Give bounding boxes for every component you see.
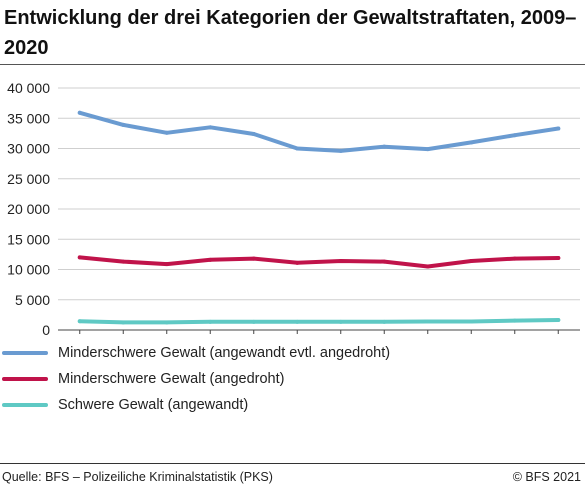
data-point: [295, 146, 300, 151]
data-point: [208, 257, 213, 262]
series-line-1: [77, 255, 561, 269]
legend-item-1: Minderschwere Gewalt (angedroht): [0, 368, 585, 394]
data-point: [208, 125, 213, 130]
x-tick-label: 2020: [543, 337, 574, 338]
legend-swatch-2: [2, 403, 48, 407]
data-point: [295, 260, 300, 265]
data-point: [77, 110, 82, 115]
y-tick-label: 35 000: [7, 110, 50, 126]
chart-title: Entwicklung der drei Kategorien der Gewa…: [4, 7, 577, 59]
data-point: [121, 320, 126, 325]
data-point: [251, 131, 256, 136]
data-point: [425, 319, 430, 324]
series-lines: [77, 110, 561, 325]
legend-swatch-0: [2, 351, 48, 355]
legend-label-0: Minderschwere Gewalt (angewandt evtl. an…: [58, 345, 391, 361]
copyright-note: © BFS 2021: [512, 470, 581, 484]
grid-lines: [58, 87, 580, 331]
series-line-2: [77, 318, 561, 325]
y-tick-label: 5 000: [15, 292, 50, 308]
data-point: [512, 318, 517, 323]
x-tick-label: 2016: [369, 337, 400, 338]
legend-item-0: Minderschwere Gewalt (angewandt evtl. an…: [0, 342, 585, 368]
data-point: [208, 319, 213, 324]
data-point: [469, 140, 474, 145]
data-point: [556, 126, 561, 131]
x-tick-label: 2018: [456, 337, 487, 338]
data-point: [425, 264, 430, 269]
data-point: [338, 319, 343, 324]
x-tick-label: 2009: [64, 337, 95, 338]
legend-item-2: Schwere Gewalt (angewandt): [0, 394, 585, 420]
x-tick-label: 2012: [195, 337, 226, 338]
data-point: [338, 148, 343, 153]
legend-swatch-1: [2, 377, 48, 381]
data-point: [469, 319, 474, 324]
data-point: [164, 262, 169, 267]
y-tick-label: 20 000: [7, 201, 50, 217]
line-chart: 0 5 000 10 000 15 000 20 000 25 000 30 000 35 0…: [7, 80, 580, 338]
data-point: [251, 256, 256, 261]
legend: Minderschwere Gewalt (angewandt evtl. an…: [0, 342, 585, 420]
y-tick-label: 10 000: [7, 262, 50, 278]
data-point: [338, 259, 343, 264]
data-point: [425, 147, 430, 152]
source-note: Quelle: BFS – Polizeiliche Kriminalstati…: [2, 470, 273, 484]
data-point: [121, 122, 126, 127]
x-tick-label: 2010: [108, 337, 139, 338]
title-divider: [0, 64, 585, 65]
x-tick-label: 2013: [238, 337, 269, 338]
x-tick-label: 2017: [412, 337, 443, 338]
data-point: [164, 130, 169, 135]
data-point: [295, 319, 300, 324]
x-tick-label: 2014: [282, 337, 313, 338]
data-point: [251, 319, 256, 324]
data-point: [382, 259, 387, 264]
data-point: [512, 133, 517, 138]
legend-label-1: Minderschwere Gewalt (angedroht): [58, 371, 285, 387]
series-line-0: [77, 110, 561, 153]
y-tick-label: 40 000: [7, 80, 50, 96]
data-point: [556, 256, 561, 261]
x-tick-label: 2019: [499, 337, 530, 338]
data-point: [556, 318, 561, 323]
data-point: [382, 144, 387, 149]
data-point: [469, 259, 474, 264]
y-tick-label: 15 000: [7, 231, 50, 247]
y-tick-label: 0: [42, 322, 50, 338]
data-point: [121, 259, 126, 264]
data-point: [77, 319, 82, 324]
data-point: [512, 256, 517, 261]
data-point: [164, 320, 169, 325]
footer-divider: [0, 463, 585, 464]
x-tick-label: 2015: [325, 337, 356, 338]
y-tick-label: 30 000: [7, 141, 50, 157]
y-axis: 0 5 000 10 000 15 000 20 000 25 000 30 000 35 0…: [7, 80, 50, 338]
x-tick-label: 2011: [152, 337, 182, 338]
data-point: [77, 255, 82, 260]
data-point: [382, 319, 387, 324]
y-tick-label: 25 000: [7, 171, 50, 187]
legend-label-2: Schwere Gewalt (angewandt): [58, 397, 249, 413]
x-axis: 2009 2010 2011 2012 2013 2014 2015 2016 2017 2018…: [64, 330, 574, 338]
